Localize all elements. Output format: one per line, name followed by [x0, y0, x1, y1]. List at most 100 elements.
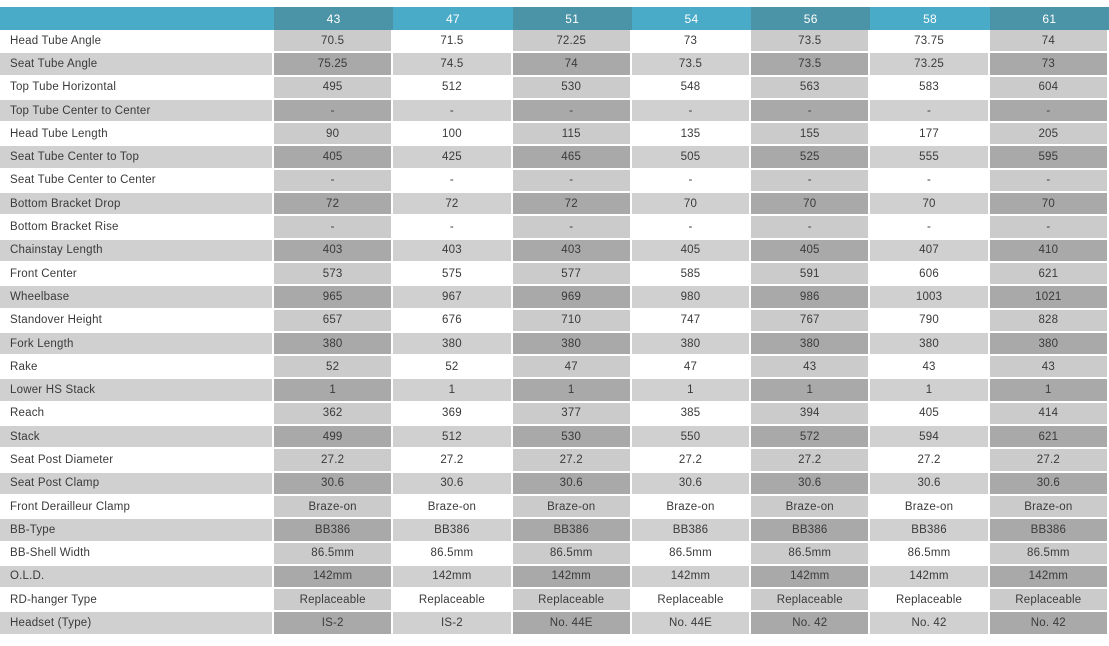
spec-cell: 362	[274, 402, 394, 427]
spec-rows: Head Tube Angle 70.5 71.5 72.25 73 73.5 73.75 7…	[0, 30, 1109, 636]
spec-cell: 70	[751, 193, 871, 217]
spec-cell: 86.5mm	[274, 542, 394, 566]
spec-cell: 747	[631, 309, 752, 333]
table-row: Lower HS Stack 1 1 1 1 1 1 1	[0, 379, 1109, 403]
spec-cell: 74.5	[393, 53, 513, 77]
spec-cell: Braze-on	[274, 495, 394, 520]
spec-cell: BB386	[870, 519, 990, 543]
table-row: Bottom Bracket Rise - - - - - - -	[0, 216, 1109, 240]
table-row: Seat Post Clamp 30.6 30.6 30.6 30.6 30.6 30.6 3…	[0, 472, 1109, 496]
spec-cell: BB386	[274, 519, 394, 543]
spec-cell: 47	[631, 356, 752, 380]
spec-cell: 405	[751, 239, 871, 263]
spec-row-label: Seat Post Clamp	[0, 472, 274, 496]
spec-cell: 380	[393, 332, 513, 357]
size-column-header: 47	[393, 7, 513, 30]
table-row: BB-Shell Width 86.5mm 86.5mm 86.5mm 86.5mm 86…	[0, 542, 1109, 566]
spec-cell: -	[393, 169, 513, 194]
spec-cell: -	[393, 216, 513, 240]
spec-cell: 828	[989, 309, 1109, 333]
table-row: Headset (Type) IS-2 IS-2 No. 44E No. 44E No. …	[0, 612, 1109, 636]
spec-cell: 72	[512, 193, 632, 217]
spec-cell: Replaceable	[512, 589, 632, 613]
spec-cell: -	[989, 216, 1109, 240]
spec-cell: 585	[631, 262, 752, 287]
spec-cell: BB386	[393, 519, 513, 543]
spec-row-label: Seat Tube Angle	[0, 53, 274, 77]
spec-cell: 100	[393, 123, 513, 147]
spec-cell: 30.6	[512, 472, 632, 496]
spec-cell: -	[631, 169, 752, 194]
spec-cell: -	[870, 99, 990, 124]
spec-cell: No. 42	[989, 612, 1109, 636]
spec-cell: -	[751, 169, 871, 194]
spec-cell: 530	[512, 426, 632, 450]
size-column-header: 51	[512, 7, 632, 30]
spec-cell: 530	[512, 76, 632, 100]
spec-cell: 43	[751, 356, 871, 380]
spec-cell: Braze-on	[631, 495, 752, 520]
spec-cell: Replaceable	[870, 589, 990, 613]
spec-cell: 27.2	[512, 449, 632, 473]
spec-cell: 73.5	[751, 53, 871, 77]
spec-cell: 30.6	[274, 472, 394, 496]
spec-cell: 405	[870, 402, 990, 427]
spec-cell: 403	[274, 239, 394, 263]
table-row: Chainstay Length 403 403 403 405 405 407 410	[0, 239, 1109, 263]
spec-row-label: Standover Height	[0, 309, 274, 333]
spec-cell: 1	[631, 379, 752, 403]
spec-cell: 676	[393, 309, 513, 333]
spec-cell: -	[512, 99, 632, 124]
spec-cell: BB386	[751, 519, 871, 543]
spec-cell: 548	[631, 76, 752, 100]
spec-cell: 563	[751, 76, 871, 100]
spec-cell: -	[870, 216, 990, 240]
size-column-header: 43	[274, 7, 394, 30]
table-row: Rake 52 52 47 47 43 43 43	[0, 356, 1109, 380]
spec-cell: 52	[274, 356, 394, 380]
spec-cell: 155	[751, 123, 871, 147]
spec-row-label: Head Tube Length	[0, 123, 274, 147]
table-row: Fork Length 380 380 380 380 380 380 380	[0, 332, 1109, 357]
spec-cell: 30.6	[393, 472, 513, 496]
spec-cell: -	[989, 99, 1109, 124]
spec-cell: Braze-on	[512, 495, 632, 520]
spec-cell: 1021	[989, 286, 1109, 310]
spec-cell: 594	[870, 426, 990, 450]
table-row: Seat Tube Center to Top 405 425 465 505 525 55…	[0, 146, 1109, 170]
spec-cell: 30.6	[989, 472, 1109, 496]
spec-cell: 407	[870, 239, 990, 263]
spec-cell: 377	[512, 402, 632, 427]
spec-cell: 30.6	[870, 472, 990, 496]
spec-cell: 27.2	[870, 449, 990, 473]
table-row: Reach 362 369 377 385 394 405 414	[0, 402, 1109, 427]
spec-cell: 1	[989, 379, 1109, 403]
spec-cell: 410	[989, 239, 1109, 263]
spec-cell: 965	[274, 286, 394, 310]
spec-cell: 1	[512, 379, 632, 403]
spec-cell: 1	[870, 379, 990, 403]
spec-cell: No. 44E	[631, 612, 752, 636]
spec-cell: 86.5mm	[751, 542, 871, 566]
spec-cell: Braze-on	[989, 495, 1109, 520]
spec-cell: 512	[393, 76, 513, 100]
spec-cell: Replaceable	[274, 589, 394, 613]
size-column-header: 56	[751, 7, 871, 30]
table-row: Top Tube Center to Center - - - - - - -	[0, 99, 1109, 124]
spec-cell: 142mm	[751, 565, 871, 590]
corner-header-cell	[0, 7, 274, 30]
spec-cell: 115	[512, 123, 632, 147]
spec-cell: Braze-on	[751, 495, 871, 520]
spec-cell: 86.5mm	[393, 542, 513, 566]
spec-cell: 591	[751, 262, 871, 287]
spec-row-label: RD-hanger Type	[0, 589, 274, 613]
spec-cell: 1003	[870, 286, 990, 310]
spec-cell: 380	[989, 332, 1109, 357]
spec-cell: 47	[512, 356, 632, 380]
spec-cell: IS-2	[393, 612, 513, 636]
spec-cell: 52	[393, 356, 513, 380]
spec-cell: -	[512, 169, 632, 194]
spec-cell: -	[751, 99, 871, 124]
spec-cell: 27.2	[989, 449, 1109, 473]
